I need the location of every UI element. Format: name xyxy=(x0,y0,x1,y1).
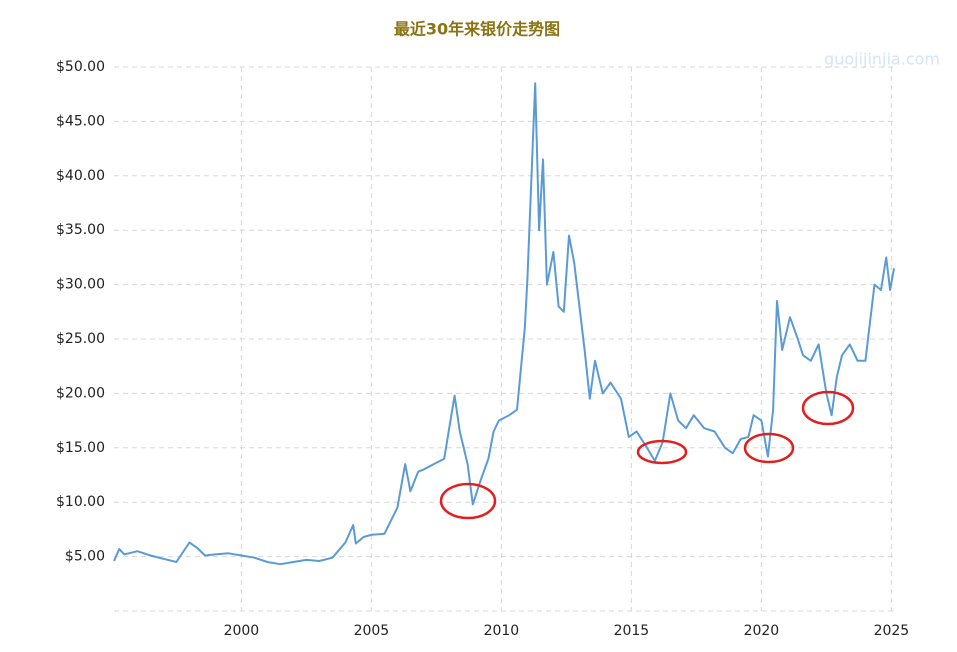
price-line xyxy=(113,82,895,566)
x-tick-label: 2000 xyxy=(224,623,260,639)
x-tick-label: 2015 xyxy=(614,623,650,639)
y-tick-label: $45.00 xyxy=(56,113,105,129)
y-tick-label: $30.00 xyxy=(56,277,105,293)
highlight-circle xyxy=(636,439,688,465)
annotations xyxy=(439,390,855,520)
x-tick-label: 2005 xyxy=(354,623,390,639)
highlight-circle xyxy=(743,432,795,464)
y-tick-label: $25.00 xyxy=(56,331,105,347)
y-tick-label: $35.00 xyxy=(56,222,105,238)
x-tick-label: 2020 xyxy=(744,623,780,639)
x-tick-label: 2010 xyxy=(484,623,520,639)
y-tick-label: $15.00 xyxy=(56,440,105,456)
highlight-circle xyxy=(801,390,855,426)
y-tick-label: $10.00 xyxy=(56,494,105,510)
watermark: guojijinjia.com xyxy=(824,50,940,69)
y-tick-label: $40.00 xyxy=(56,168,105,184)
y-tick-label: $50.00 xyxy=(56,59,105,75)
plot-area: $5.00 $10.00 $15.00 $20.00 $25.00 $30.00 $35.0… xyxy=(56,59,909,639)
x-tick-label: 2025 xyxy=(874,623,910,639)
chart-title: 最近30年来银价走势图 xyxy=(394,20,560,39)
highlight-circle xyxy=(439,482,497,520)
y-tick-label: $5.00 xyxy=(65,549,105,565)
y-tick-label: $20.00 xyxy=(56,385,105,401)
